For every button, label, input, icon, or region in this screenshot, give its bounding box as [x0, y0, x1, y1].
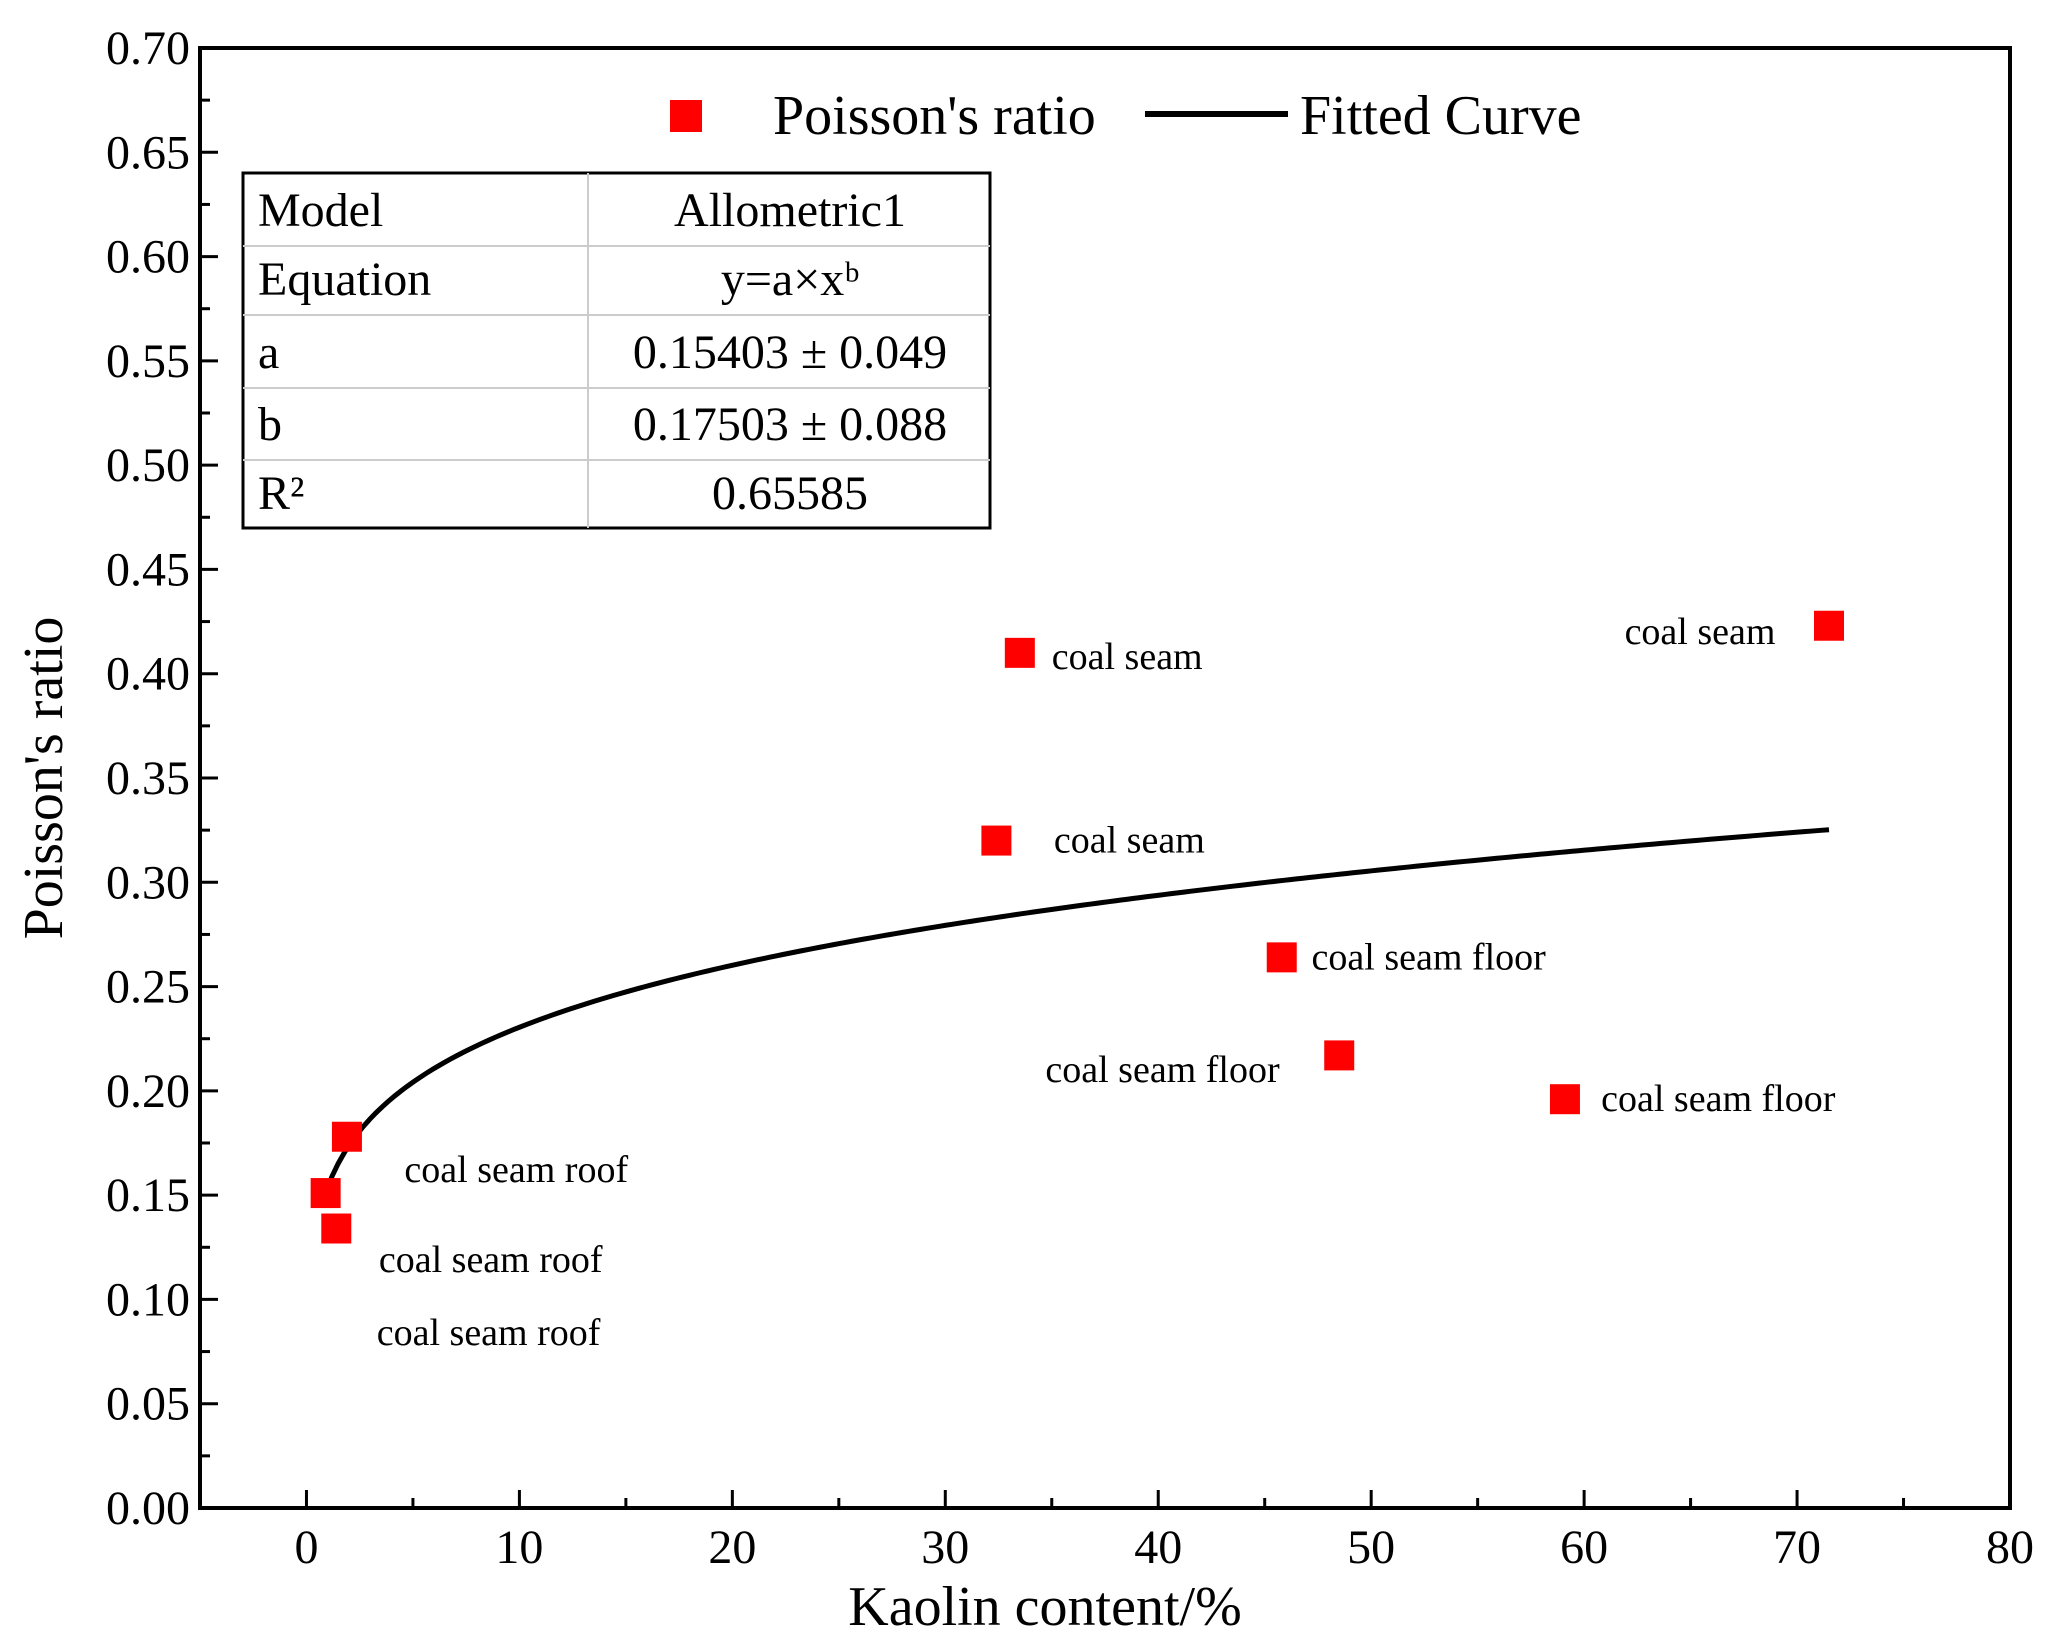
y-axis-label: Poisson's ratio [13, 617, 75, 940]
y-tick-label: 0.50 [106, 439, 190, 492]
point-annotations: coal seam coal seam coal seam coal seam flo… [377, 611, 1836, 1354]
y-tick-label: 0.55 [106, 335, 190, 388]
data-point [1814, 610, 1844, 641]
x-tick-label: 20 [708, 1521, 756, 1574]
y-tick-label: 0.30 [106, 856, 190, 909]
legend-scatter-label: Poisson's ratio [773, 85, 1096, 147]
point-annotation: coal seam floor [1045, 1049, 1280, 1091]
point-annotation: coal seam [1054, 820, 1205, 862]
y-tick-label: 0.20 [106, 1065, 190, 1118]
data-point [1266, 942, 1297, 973]
axis-ticks [200, 46, 2012, 1510]
fit-table-label-b: b [258, 398, 282, 451]
x-tick-label: 70 [1773, 1521, 1821, 1574]
point-annotation: coal seam floor [1312, 936, 1547, 978]
point-annotation: coal seam floor [1601, 1078, 1836, 1120]
y-tick-label: 0.10 [106, 1273, 190, 1326]
plot-frame [198, 46, 2012, 1510]
x-tick-label: 0 [294, 1521, 318, 1574]
y-tick-label: 0.70 [106, 22, 190, 75]
fit-table-border [241, 171, 992, 530]
legend-line-label: Fitted Curve [1300, 85, 1582, 147]
fit-table-label-equation: Equation [258, 253, 431, 306]
point-annotation: coal seam roof [379, 1239, 603, 1281]
x-axis-label: Kaolin content/% [848, 1576, 1241, 1638]
data-point [1004, 637, 1035, 668]
fit-table-label-model: Model [258, 184, 383, 237]
point-annotation: coal seam [1052, 636, 1203, 678]
legend-scatter-marker [670, 100, 702, 132]
x-tick-label: 30 [921, 1521, 969, 1574]
x-tick-label: 10 [495, 1521, 543, 1574]
axis-tick-labels: 0 10 20 30 40 50 60 70 80 0.00 0.05 0.10 0.15 0.20 0.2… [106, 22, 2034, 1574]
data-point [981, 825, 1012, 856]
data-point [310, 1178, 341, 1209]
fit-table-label-r2: R² [258, 467, 304, 520]
data-markers [310, 610, 1844, 1244]
y-tick-label: 0.25 [106, 961, 190, 1014]
point-annotation: coal seam roof [377, 1312, 601, 1354]
y-tick-label: 0.45 [106, 543, 190, 596]
point-annotation: coal seam [1625, 611, 1776, 653]
fit-table-value-equation: y=a×xᵇ [721, 253, 859, 306]
y-tick-label: 0.35 [106, 752, 190, 805]
fit-table-value-b: 0.17503 ± 0.088 [633, 398, 947, 451]
x-tick-label: 80 [1986, 1521, 2034, 1574]
x-tick-label: 60 [1560, 1521, 1608, 1574]
x-tick-label: 50 [1347, 1521, 1395, 1574]
fit-table-value-a: 0.15403 ± 0.049 [633, 326, 947, 379]
y-tick-label: 0.40 [106, 648, 190, 701]
data-point [331, 1121, 362, 1152]
y-tick-label: 0.15 [106, 1169, 190, 1222]
x-tick-label: 40 [1134, 1521, 1182, 1574]
data-point [1324, 1040, 1355, 1071]
y-tick-label: 0.65 [106, 126, 190, 179]
fit-table-value-r2: 0.65585 [712, 467, 868, 520]
legend: Poisson's ratio Fitted Curve [670, 85, 1582, 147]
data-point [321, 1213, 352, 1244]
fit-table-value-model: Allometric1 [674, 184, 906, 237]
fitted-curve-line [323, 827, 1830, 1194]
point-annotation: coal seam roof [404, 1149, 628, 1191]
y-tick-label: 0.05 [106, 1378, 190, 1431]
fit-table-label-a: a [258, 326, 279, 379]
y-tick-label: 0.60 [106, 231, 190, 284]
data-point [1549, 1084, 1580, 1115]
y-tick-label: 0.00 [106, 1482, 190, 1535]
fit-table: Model Allometric1 Equation y=a×xᵇ a 0.15… [241, 171, 992, 530]
